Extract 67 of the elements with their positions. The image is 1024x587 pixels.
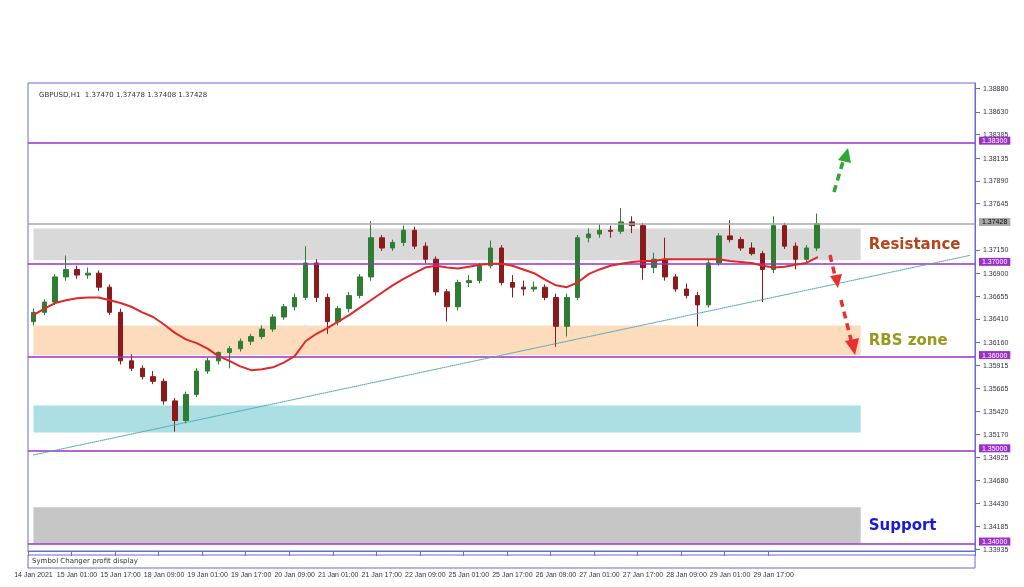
candlestick	[335, 305, 341, 326]
candlestick	[499, 244, 504, 286]
candlestick	[227, 345, 232, 369]
candlestick	[814, 213, 820, 252]
candlestick	[716, 232, 722, 267]
candlestick	[782, 222, 787, 250]
candlestick	[727, 219, 733, 243]
candlestick	[521, 280, 526, 297]
candlestick	[129, 353, 134, 372]
candlestick	[640, 222, 646, 281]
candlestick	[412, 226, 417, 250]
band-label: Resistance	[868, 235, 961, 254]
candlestick	[292, 293, 297, 311]
candlestick	[118, 308, 123, 366]
candlestick	[205, 357, 210, 375]
candlestick	[346, 291, 352, 313]
candlestick	[259, 324, 265, 340]
candlestick	[597, 223, 602, 239]
candlestick	[510, 274, 515, 298]
candlestick	[96, 269, 102, 292]
candlestick	[161, 378, 167, 406]
candlestick	[314, 258, 319, 303]
candlestick	[368, 220, 374, 282]
candlestick	[466, 274, 472, 288]
candlestick	[804, 244, 809, 264]
candlestick	[150, 370, 156, 385]
candlestick	[85, 267, 91, 280]
candlestick	[575, 234, 580, 301]
candlestick	[248, 333, 254, 346]
candlestick	[140, 364, 145, 380]
band-label: RBS zone	[868, 331, 948, 350]
candlestick	[455, 279, 461, 311]
candlestick	[793, 241, 798, 270]
candlestick	[194, 367, 199, 398]
candlestick	[423, 241, 428, 264]
candlestick	[695, 291, 700, 327]
candlestick	[107, 283, 112, 316]
candlestick	[706, 258, 711, 309]
line-series	[32, 256, 819, 372]
candlestick	[673, 273, 678, 293]
candlestick	[401, 225, 406, 247]
candlestick	[771, 215, 776, 274]
candlestick	[553, 293, 559, 348]
candlestick	[270, 313, 276, 333]
candlestick	[281, 303, 287, 321]
candlestick	[303, 245, 308, 301]
candlestick	[608, 225, 613, 239]
candlestick	[564, 293, 570, 338]
candlestick	[325, 293, 330, 335]
candlestick	[238, 337, 243, 352]
candlestick	[444, 288, 450, 323]
candlestick	[586, 227, 591, 243]
candlestick	[488, 240, 493, 270]
candlestick	[183, 391, 189, 424]
candlestick	[531, 281, 537, 293]
candlestick	[684, 282, 689, 299]
candlestick	[357, 273, 363, 299]
candlestick	[749, 241, 755, 256]
candlestick	[390, 239, 395, 252]
candlestick	[172, 397, 178, 433]
candlestick	[74, 265, 80, 280]
candlestick	[542, 283, 548, 301]
candlestick	[379, 234, 385, 252]
candlestick	[738, 236, 744, 252]
candlestick	[52, 273, 58, 306]
candlestick	[63, 254, 69, 282]
band-label: Support	[868, 516, 937, 535]
